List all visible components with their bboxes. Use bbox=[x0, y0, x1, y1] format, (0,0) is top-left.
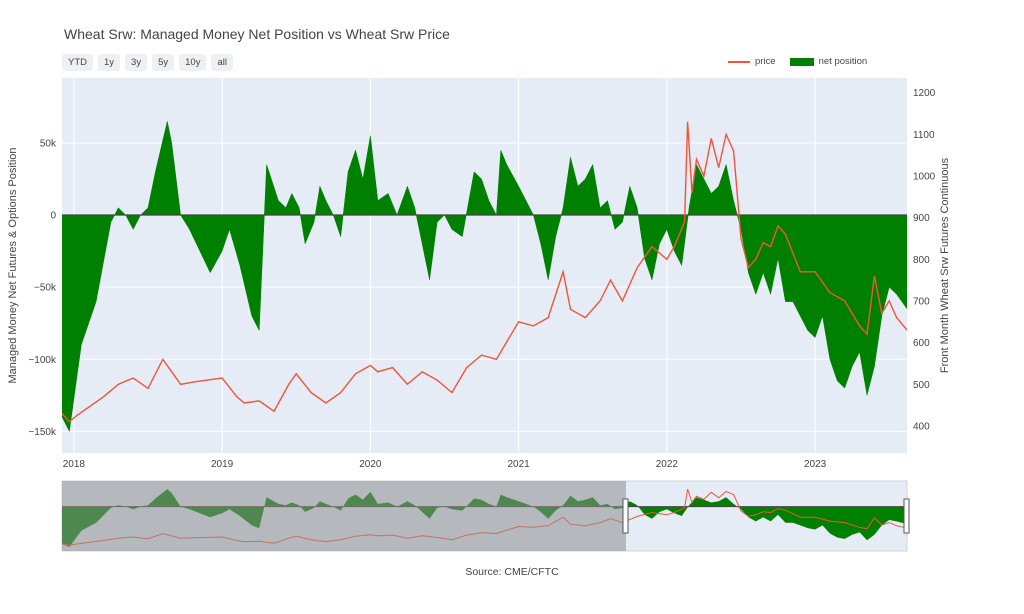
y-right-tick-label: 900 bbox=[913, 213, 930, 224]
x-tick-label: 2021 bbox=[507, 459, 530, 470]
x-tick-label: 2019 bbox=[211, 459, 234, 470]
legend: price net position bbox=[728, 56, 867, 67]
range-selector: YTD 1y 3y 5y 10y all bbox=[62, 54, 233, 71]
chart-title: Wheat Srw: Managed Money Net Position vs… bbox=[64, 26, 450, 42]
y-left-tick-label: −50k bbox=[34, 283, 57, 294]
y-right-axis-title: Front Month Wheat Srw Futures Continuous bbox=[939, 157, 951, 373]
x-tick-label: 2022 bbox=[656, 459, 679, 470]
y-right-tick-label: 500 bbox=[913, 380, 930, 391]
legend-label-net-position: net position bbox=[818, 56, 868, 67]
y-right-tick-label: 1100 bbox=[913, 130, 935, 141]
range-10y-button[interactable]: 10y bbox=[179, 54, 207, 71]
y-left-tick-label: −150k bbox=[28, 427, 57, 438]
y-left-tick-label: 0 bbox=[50, 211, 56, 222]
range-5y-button[interactable]: 5y bbox=[152, 54, 175, 71]
legend-area-swatch bbox=[789, 57, 814, 66]
y-right-tick-label: 400 bbox=[913, 421, 930, 432]
x-tick-label: 2018 bbox=[63, 459, 86, 470]
x-tick-label: 2020 bbox=[359, 459, 382, 470]
range-slider-left-handle[interactable] bbox=[622, 498, 629, 534]
y-right-tick-label: 1000 bbox=[913, 171, 936, 182]
y-right-tick-label: 1200 bbox=[913, 88, 936, 99]
range-all-button[interactable]: all bbox=[211, 54, 233, 71]
y-left-axis-title: Managed Money Net Futures & Options Posi… bbox=[7, 147, 19, 383]
y-right-tick-label: 600 bbox=[913, 338, 930, 349]
y-left-tick-label: −100k bbox=[28, 355, 57, 366]
x-tick-label: 2023 bbox=[804, 459, 827, 470]
legend-item-net-position[interactable]: net position bbox=[789, 56, 868, 67]
range-1y-button[interactable]: 1y bbox=[98, 54, 121, 71]
range-slider-mask bbox=[62, 481, 626, 551]
y-right-tick-label: 700 bbox=[913, 296, 930, 307]
net-position-area bbox=[62, 121, 907, 433]
price-line bbox=[62, 121, 907, 423]
source-note: Source: CME/CFTC bbox=[465, 566, 559, 578]
range-slider-right-handle[interactable] bbox=[903, 498, 910, 534]
legend-item-price[interactable]: price bbox=[728, 56, 776, 67]
y-left-tick-label: 50k bbox=[40, 138, 57, 149]
range-ytd-button[interactable]: YTD bbox=[62, 54, 93, 71]
range-3y-button[interactable]: 3y bbox=[125, 54, 148, 71]
legend-label-price: price bbox=[755, 56, 776, 67]
legend-line-swatch bbox=[728, 60, 750, 63]
y-right-tick-label: 800 bbox=[913, 255, 930, 266]
